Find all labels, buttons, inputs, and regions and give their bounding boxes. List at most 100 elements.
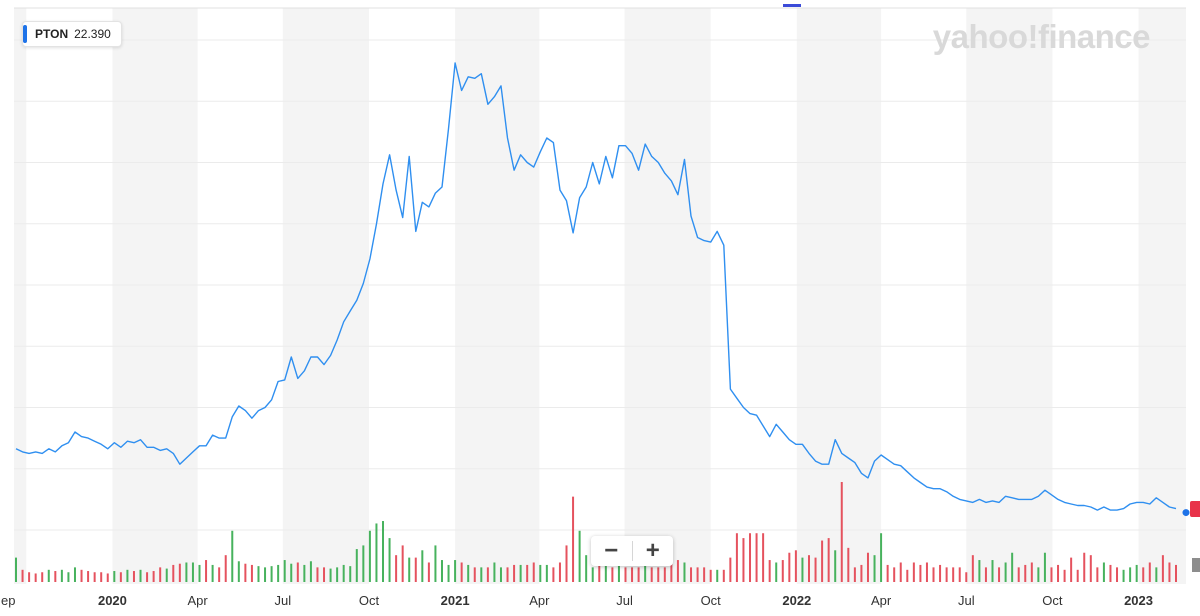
volume-bar xyxy=(257,566,260,582)
volume-bar xyxy=(493,562,496,582)
volume-bar xyxy=(781,560,784,582)
volume-bar xyxy=(368,530,371,582)
volume-bar xyxy=(539,564,542,582)
x-tick-label: Oct xyxy=(1042,593,1063,608)
quarter-band xyxy=(112,8,198,584)
volume-bar xyxy=(355,549,358,582)
volume-bar xyxy=(119,572,122,582)
volume-bar xyxy=(139,569,142,582)
zoom-out-button[interactable]: − xyxy=(591,536,632,566)
volume-bar xyxy=(971,555,974,582)
volume-bar xyxy=(1024,564,1027,582)
x-tick-label: Oct xyxy=(359,593,380,608)
volume-bar xyxy=(860,564,863,582)
volume-bar xyxy=(762,533,765,582)
volume-bar xyxy=(41,572,44,582)
volume-bar xyxy=(224,555,227,582)
volume-bar xyxy=(1109,564,1112,582)
volume-bar xyxy=(349,566,352,582)
volume-bar xyxy=(840,482,843,582)
volume-bar xyxy=(722,569,725,582)
volume-bar xyxy=(624,567,627,582)
volume-bar xyxy=(1096,567,1099,582)
volume-bar xyxy=(1089,555,1092,582)
volume-bar xyxy=(945,567,948,582)
x-tick-label: 2020 xyxy=(98,593,127,608)
volume-bar xyxy=(237,561,240,582)
volume-bar xyxy=(47,569,50,582)
volume-bar xyxy=(316,567,319,582)
volume-bar xyxy=(218,567,221,582)
volume-bar xyxy=(126,569,129,582)
volume-bar xyxy=(768,560,771,582)
quarter-band xyxy=(282,8,369,584)
x-tick-label: Apr xyxy=(871,593,892,608)
volume-bar xyxy=(231,530,234,582)
volume-bar xyxy=(821,540,824,582)
volume-bar xyxy=(880,533,883,582)
volume-bar xyxy=(716,569,719,582)
volume-bar xyxy=(965,572,968,582)
zoom-in-button[interactable]: + xyxy=(633,536,674,566)
volume-bar xyxy=(1102,562,1105,582)
volume-bar xyxy=(15,557,17,582)
volume-bar xyxy=(414,557,417,582)
volume-bar xyxy=(814,557,817,582)
volume-bar xyxy=(447,564,450,582)
volume-bar xyxy=(303,564,306,582)
volume-bar xyxy=(552,567,555,582)
volume-bar xyxy=(100,572,103,582)
volume-bar xyxy=(834,550,837,582)
volume-bar xyxy=(676,560,679,582)
volume-bar xyxy=(146,572,149,582)
volume-bar xyxy=(749,533,752,582)
range-marker xyxy=(783,4,801,7)
volume-bar xyxy=(244,563,247,582)
volume-bar xyxy=(755,533,758,582)
volume-bar xyxy=(473,567,476,582)
volume-bar xyxy=(919,564,922,582)
x-tick-label: 2023 xyxy=(1124,593,1153,608)
volume-bar xyxy=(67,572,70,582)
volume-bar xyxy=(388,538,391,582)
volume-bar xyxy=(329,568,332,582)
volume-bar xyxy=(526,564,529,582)
zoom-controls: − + xyxy=(591,536,673,566)
volume-bar xyxy=(93,572,96,582)
volume-bar xyxy=(1057,564,1060,582)
volume-bar xyxy=(277,564,280,582)
volume-bar xyxy=(585,555,588,582)
volume-bar xyxy=(480,567,483,582)
volume-bar xyxy=(670,557,673,582)
volume-bar xyxy=(362,545,365,582)
volume-bar xyxy=(499,567,502,582)
volume-bar xyxy=(631,567,634,582)
volume-bar xyxy=(264,567,267,582)
volume-bar xyxy=(191,562,194,582)
ticker-badge[interactable]: PTON 22.390 xyxy=(22,21,122,47)
volume-bar xyxy=(899,562,902,582)
volume-bar xyxy=(1070,557,1073,582)
volume-bar xyxy=(683,562,686,582)
volume-bar xyxy=(205,560,208,582)
volume-bar xyxy=(794,550,797,582)
volume-bar xyxy=(1076,569,1079,582)
volume-bar xyxy=(617,562,620,582)
quarter-band xyxy=(1138,8,1186,584)
volume-bar xyxy=(650,567,653,582)
volume-bar xyxy=(54,571,57,582)
volume-bar xyxy=(644,564,647,582)
plus-icon: + xyxy=(645,537,660,564)
volume-bar xyxy=(1116,567,1119,582)
volume-bar xyxy=(932,567,935,582)
volume-bar xyxy=(952,567,955,582)
volume-bar xyxy=(250,564,253,582)
volume-axis-tag xyxy=(1192,558,1200,572)
volume-bar xyxy=(998,567,1001,582)
volume-bar xyxy=(690,567,693,582)
quarter-band xyxy=(966,8,1053,584)
volume-bar xyxy=(807,555,810,582)
series-color-swatch xyxy=(23,25,27,43)
